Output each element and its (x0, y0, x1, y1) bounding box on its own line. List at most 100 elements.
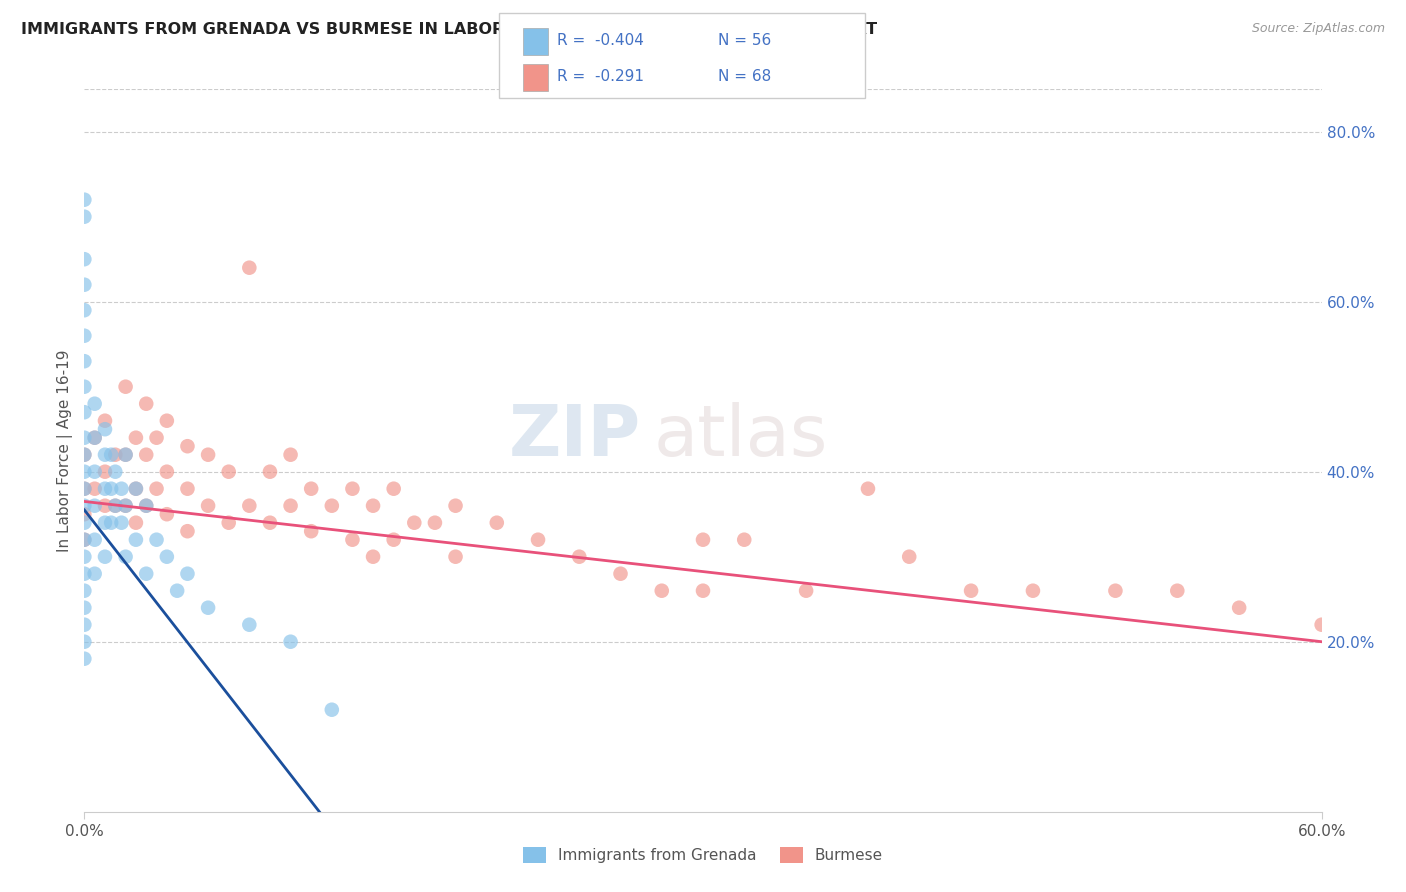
Point (382, 482, 405, 496)
Point (104, 499, 127, 513)
Point (94, 482, 117, 496)
Point (794, 583, 817, 598)
Point (73, 405, 96, 419)
Point (83, 465, 105, 479)
Point (73, 277, 96, 292)
Point (73, 328, 96, 343)
Point (361, 549, 384, 564)
Text: ZIP: ZIP (509, 401, 641, 470)
Point (651, 583, 673, 598)
Point (83, 533, 105, 547)
Text: N = 68: N = 68 (718, 69, 772, 84)
Point (94, 549, 117, 564)
Point (114, 380, 136, 394)
Point (83, 482, 105, 496)
Point (197, 448, 219, 462)
Point (321, 703, 343, 717)
Point (1104, 583, 1126, 598)
Point (94, 499, 117, 513)
Text: atlas: atlas (654, 401, 828, 470)
Text: R =  -0.291: R = -0.291 (557, 69, 644, 84)
Point (73, 448, 96, 462)
Point (73, 634, 96, 648)
Point (280, 634, 302, 648)
Point (100, 516, 122, 530)
Point (73, 533, 96, 547)
Point (83, 499, 105, 513)
Point (238, 499, 260, 513)
Point (135, 499, 157, 513)
Point (135, 499, 157, 513)
Point (73, 533, 96, 547)
Point (444, 549, 467, 564)
Point (856, 482, 879, 496)
Point (110, 482, 132, 496)
Point (342, 482, 364, 496)
Point (145, 533, 167, 547)
Point (1166, 583, 1188, 598)
Point (176, 439, 198, 453)
Point (94, 448, 117, 462)
Point (156, 414, 179, 428)
Point (125, 431, 148, 445)
Point (485, 516, 508, 530)
Point (145, 482, 167, 496)
Point (114, 549, 136, 564)
Point (73, 380, 96, 394)
Point (1227, 600, 1250, 615)
Point (73, 252, 96, 267)
Point (568, 549, 591, 564)
Text: N = 56: N = 56 (718, 33, 772, 48)
Point (94, 414, 117, 428)
Point (692, 583, 714, 598)
Text: R =  -0.404: R = -0.404 (557, 33, 644, 48)
Point (176, 566, 198, 581)
Point (176, 524, 198, 539)
Point (299, 524, 322, 539)
Point (83, 566, 105, 581)
Point (73, 448, 96, 462)
Point (73, 303, 96, 318)
Point (156, 465, 179, 479)
Point (135, 397, 157, 411)
Point (280, 499, 302, 513)
Point (125, 516, 148, 530)
Point (238, 260, 260, 275)
Point (100, 448, 122, 462)
Point (218, 516, 240, 530)
Point (404, 516, 426, 530)
Point (73, 566, 96, 581)
Point (83, 431, 105, 445)
Point (104, 448, 127, 462)
Point (218, 465, 240, 479)
Point (166, 583, 188, 598)
Point (110, 516, 132, 530)
Point (361, 499, 384, 513)
Text: IMMIGRANTS FROM GRENADA VS BURMESE IN LABOR FORCE | AGE 16-19 CORRELATION CHART: IMMIGRANTS FROM GRENADA VS BURMESE IN LA… (21, 22, 877, 38)
Point (135, 448, 157, 462)
Point (280, 448, 302, 462)
Point (104, 465, 127, 479)
Y-axis label: In Labor Force | Age 16-19: In Labor Force | Age 16-19 (58, 349, 73, 552)
Point (382, 533, 405, 547)
Point (145, 431, 167, 445)
Point (73, 354, 96, 368)
Point (898, 549, 921, 564)
Point (125, 533, 148, 547)
Point (73, 617, 96, 632)
Legend: Immigrants from Grenada, Burmese: Immigrants from Grenada, Burmese (517, 841, 889, 869)
Point (197, 499, 219, 513)
Point (83, 397, 105, 411)
Point (73, 465, 96, 479)
Point (73, 507, 96, 521)
Point (960, 583, 983, 598)
Point (238, 617, 260, 632)
Point (114, 499, 136, 513)
Point (444, 499, 467, 513)
Point (692, 533, 714, 547)
Point (259, 516, 281, 530)
Point (321, 499, 343, 513)
Point (94, 516, 117, 530)
Point (527, 533, 550, 547)
Point (176, 482, 198, 496)
